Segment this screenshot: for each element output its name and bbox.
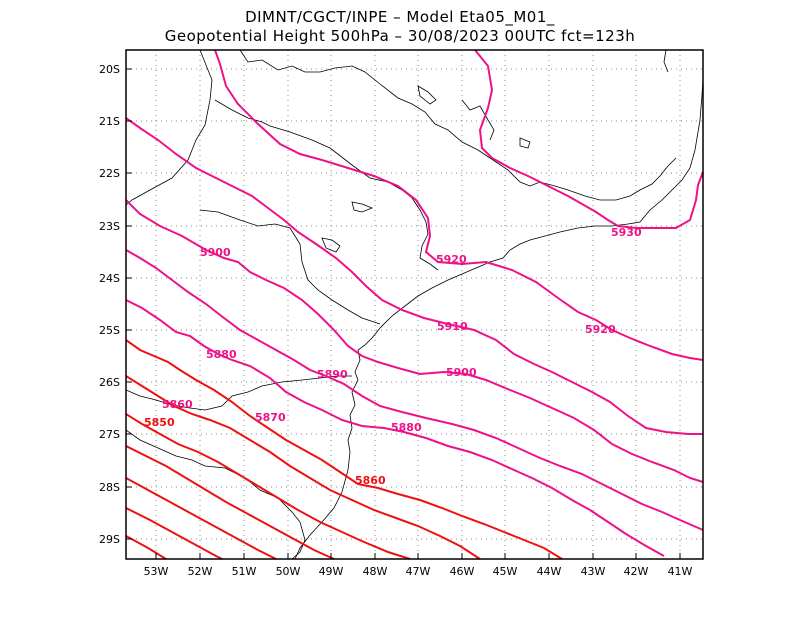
x-tick-label: 50W bbox=[276, 565, 301, 578]
contour-label-5880-a: 5880 bbox=[206, 348, 237, 361]
x-tick-label: 47W bbox=[406, 565, 431, 578]
y-tick-label: 25S bbox=[99, 324, 120, 337]
y-tick-label: 23S bbox=[99, 220, 120, 233]
x-tick-label: 49W bbox=[319, 565, 344, 578]
contour-label-5900-a: 5900 bbox=[200, 246, 231, 259]
x-tick-label: 43W bbox=[581, 565, 606, 578]
x-tick-label: 42W bbox=[624, 565, 649, 578]
x-tick-label: 45W bbox=[493, 565, 518, 578]
x-tick-label: 48W bbox=[363, 565, 388, 578]
y-tick-label: 27S bbox=[99, 428, 120, 441]
chart-title-line1: DIMNT/CGCT/INPE – Model Eta05_M01_ bbox=[245, 8, 555, 26]
contour-label-5880-b: 5880 bbox=[391, 421, 422, 434]
contour-label-5870: 5870 bbox=[255, 411, 286, 424]
y-tick-label: 29S bbox=[99, 533, 120, 546]
isoline-5860 bbox=[125, 413, 411, 560]
isoline-5820 bbox=[125, 535, 167, 560]
y-tick-label: 22S bbox=[99, 167, 120, 180]
contour-label-5860-a: 5860 bbox=[162, 398, 193, 411]
isoline-5870 bbox=[125, 375, 481, 560]
contour-label-5900-b: 5900 bbox=[446, 366, 477, 379]
contour-label-5860-b: 5860 bbox=[355, 474, 386, 487]
y-tick-label: 24S bbox=[99, 272, 120, 285]
y-tick-label: 26S bbox=[99, 376, 120, 389]
x-tick-label: 44W bbox=[537, 565, 562, 578]
contour-label-5910: 5910 bbox=[437, 320, 468, 333]
isoline-5890 bbox=[125, 299, 665, 557]
isoline-5880 bbox=[125, 339, 563, 560]
x-tick-label: 46W bbox=[450, 565, 475, 578]
chart-title-line2: Geopotential Height 500hPa – 30/08/2023 … bbox=[164, 27, 636, 45]
isoline-5920-north bbox=[214, 49, 704, 361]
x-tick-label: 41W bbox=[668, 565, 693, 578]
contour-label-5850: 5850 bbox=[144, 416, 175, 429]
isoline-5850 bbox=[125, 445, 335, 560]
x-tick-label: 51W bbox=[232, 565, 257, 578]
x-tick-label: 52W bbox=[188, 565, 213, 578]
y-tick-label: 28S bbox=[99, 481, 120, 494]
contour-label-5920-b: 5920 bbox=[585, 323, 616, 336]
x-tick-label: 53W bbox=[144, 565, 169, 578]
isoline-5920-west bbox=[125, 117, 703, 435]
contour-label-5920-a: 5920 bbox=[436, 253, 467, 266]
isoline-5830 bbox=[125, 507, 223, 560]
contour-label-5930: 5930 bbox=[611, 226, 642, 239]
contour-label-5890: 5890 bbox=[317, 368, 348, 381]
y-tick-label: 20S bbox=[99, 63, 120, 76]
isoline-5910 bbox=[125, 199, 704, 483]
isoline-5900 bbox=[125, 249, 704, 531]
y-tick-label: 21S bbox=[99, 115, 120, 128]
coastline-borders bbox=[125, 49, 704, 560]
isoline-5930 bbox=[474, 49, 704, 229]
plot-frame bbox=[125, 49, 704, 560]
isoline-5840 bbox=[125, 477, 277, 560]
